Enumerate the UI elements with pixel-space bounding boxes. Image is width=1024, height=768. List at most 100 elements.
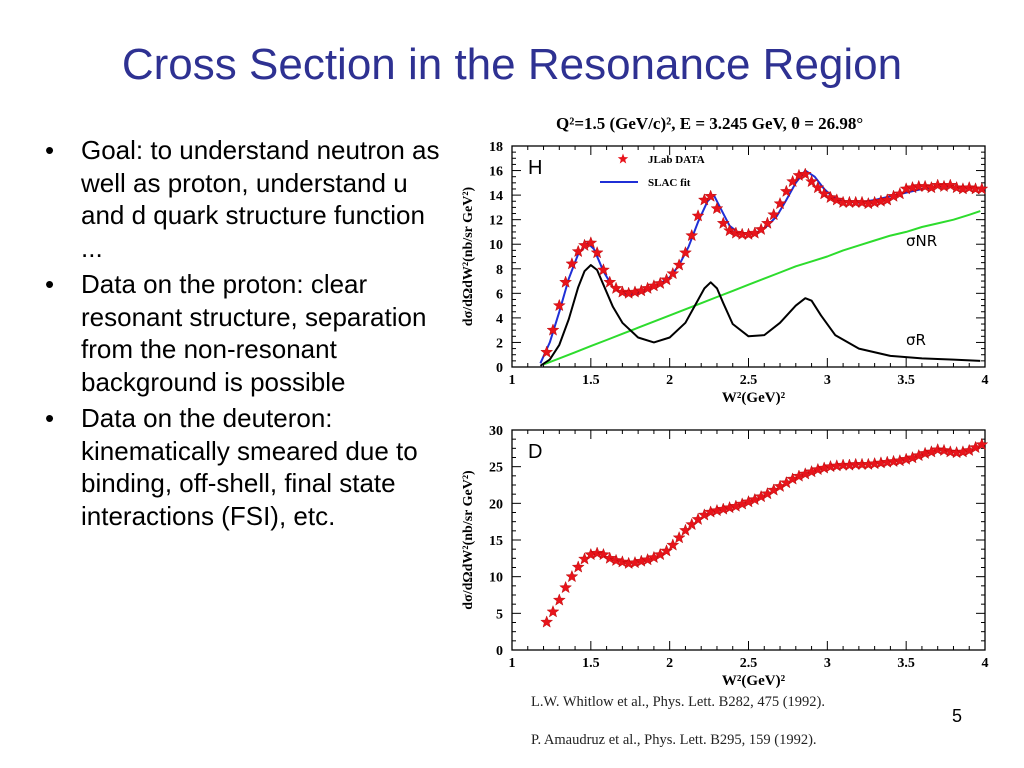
data-point <box>767 207 781 221</box>
x-tick-label: 3 <box>824 373 831 388</box>
figure-title: Q²=1.5 (GeV/c)², E = 3.245 GeV, θ = 26.9… <box>556 114 864 133</box>
data-point <box>597 263 610 276</box>
plot-frame <box>511 429 986 651</box>
bullet-text: Data on the proton: clear resonant struc… <box>81 269 427 397</box>
x-tick-label: 1 <box>509 373 516 388</box>
data-point <box>805 174 819 188</box>
x-tick-label: 4 <box>982 656 989 671</box>
legend-label: SLAC fit <box>648 177 691 189</box>
bullet-text: Data on the deuteron: kinematically smea… <box>81 403 418 531</box>
σR-line <box>539 264 981 367</box>
x-tick-label: 2 <box>666 373 673 388</box>
data-point <box>540 615 554 628</box>
data-point <box>565 257 579 270</box>
data-point <box>931 178 945 191</box>
data-point <box>552 593 566 606</box>
bullet-list: • Goal: to understand neutron as well as … <box>45 134 445 536</box>
y-tick-label: 25 <box>489 461 503 476</box>
sigma-r-annotation: σR <box>906 331 926 349</box>
panel-label: H <box>528 157 542 179</box>
x-tick-label: 4 <box>982 373 989 388</box>
x-tick-label: 3 <box>824 656 831 671</box>
data-point <box>962 180 976 194</box>
y-axis-label: dσ/dΩdW²(nb/sr GeV²) <box>461 470 476 610</box>
data-point <box>704 189 718 202</box>
data-point <box>975 182 989 195</box>
data-point <box>603 551 617 564</box>
y-tick-label: 16 <box>489 165 503 180</box>
data-point <box>754 222 768 235</box>
slide-title: Cross Section in the Resonance Region <box>121 40 903 89</box>
bullet-item: • Data on the deuteron: kinematically sme… <box>45 402 445 532</box>
y-tick-label: 10 <box>489 571 503 586</box>
data-point <box>597 547 610 561</box>
x-tick-label: 1.5 <box>582 656 600 671</box>
data-point <box>943 445 957 458</box>
legend-label: JLab DATA <box>648 154 705 166</box>
data-point <box>590 246 604 259</box>
data-point <box>559 580 573 594</box>
reference-amaudruz: P. Amaudruz et al., Phys. Lett. B295, 15… <box>531 732 817 748</box>
bullet-item: • Data on the proton: clear resonant stru… <box>45 268 445 398</box>
y-tick-label: 20 <box>489 497 503 512</box>
x-tick-label: 2.5 <box>740 373 758 388</box>
data-point <box>811 180 825 194</box>
y-axis-label: dσ/dΩdW²(nb/sr GeV²) <box>461 186 476 326</box>
data-point <box>609 281 623 294</box>
data-point <box>672 258 686 271</box>
data-point <box>817 187 831 200</box>
y-tick-label: 10 <box>489 238 503 253</box>
data-point <box>710 201 724 215</box>
bullet-icon: • <box>45 269 55 299</box>
y-tick-label: 0 <box>496 361 503 376</box>
data-point <box>571 244 585 258</box>
y-tick-label: 8 <box>496 263 503 278</box>
data-point <box>798 167 812 180</box>
data-point <box>773 196 787 210</box>
y-tick-label: 4 <box>496 312 503 327</box>
y-tick-label: 15 <box>489 534 503 549</box>
page-number: 5 <box>952 706 963 726</box>
data-point <box>666 266 680 280</box>
bullet-item: • Goal: to understand neutron as well as … <box>45 134 445 264</box>
data-point <box>760 216 774 229</box>
data-point <box>660 273 673 286</box>
data-point <box>943 178 957 191</box>
data-point <box>559 275 573 288</box>
data-point <box>546 323 560 336</box>
bullet-icon: • <box>45 135 55 165</box>
x-tick-label: 3.5 <box>897 656 915 671</box>
data-point <box>615 285 629 298</box>
y-tick-label: 6 <box>496 287 503 302</box>
x-tick-label: 3.5 <box>897 373 915 388</box>
reference-whitlow: L.W. Whitlow et al., Phys. Lett. B282, 4… <box>531 694 826 710</box>
data-point <box>565 569 579 583</box>
data-point <box>729 226 743 239</box>
data-point <box>672 531 686 544</box>
data-point <box>830 193 844 206</box>
y-tick-label: 14 <box>489 189 503 204</box>
legend-star-marker <box>617 153 629 164</box>
data-point <box>716 216 730 229</box>
y-tick-label: 12 <box>489 214 503 229</box>
data-point <box>584 236 598 249</box>
bullet-text: Goal: to understand neutron as well as p… <box>81 135 440 263</box>
data-point <box>975 437 989 451</box>
data-point <box>855 195 869 208</box>
data-point <box>666 538 680 551</box>
x-axis-label: W²(GeV)² <box>722 673 786 689</box>
x-tick-label: 2 <box>666 656 673 671</box>
y-tick-label: 18 <box>489 140 503 155</box>
data-point <box>571 560 585 573</box>
x-tick-label: 1.5 <box>582 373 600 388</box>
y-tick-label: 2 <box>496 336 503 351</box>
data-point <box>723 223 737 237</box>
data-point <box>678 246 692 259</box>
x-axis-label: W²(GeV)² <box>722 390 786 406</box>
data-point <box>540 345 554 358</box>
proton-cross-section-chart: 1 1.5 2 2.5 3 3.5 4 0 2 4 6 8 10 12 14 16 18 W²(GeV)² dσ/d… <box>461 140 989 406</box>
bullet-icon: • <box>45 403 55 433</box>
sigma-nr-annotation: σNR <box>906 232 937 250</box>
data-point <box>685 228 699 242</box>
data-point <box>779 184 793 197</box>
